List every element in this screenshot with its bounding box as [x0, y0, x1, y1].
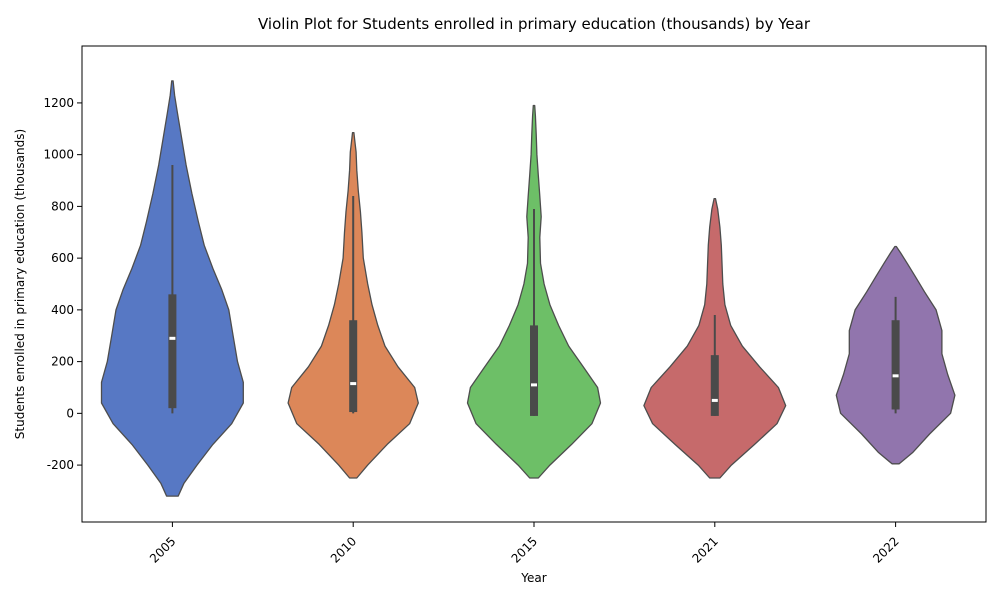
y-tick-label: 1000	[43, 148, 74, 162]
median-2015	[531, 383, 537, 387]
y-tick-label: 1200	[43, 96, 74, 110]
median-2005	[169, 336, 176, 340]
median-2022	[892, 374, 899, 378]
boxes-layer	[168, 165, 900, 416]
y-tick-label: 800	[51, 199, 74, 213]
x-tick-label: 2022	[870, 534, 901, 565]
box-2021	[710, 355, 719, 416]
y-tick-label: 0	[66, 406, 74, 420]
y-tick-label: 400	[51, 303, 74, 317]
plot-frame	[81, 45, 987, 523]
x-axis-label: Year	[520, 571, 546, 585]
box-2022	[891, 320, 900, 410]
y-axis-label: Students enrolled in primary education (…	[13, 129, 27, 439]
y-axis-ticks: -200 0 200 400 600 800 1000 1200	[43, 96, 82, 472]
x-tick-label: 2015	[509, 534, 540, 565]
x-axis-ticks: 2005 2010 2015 2021 2022	[147, 522, 902, 566]
median-2021	[711, 398, 718, 402]
box-2010	[349, 320, 358, 413]
median-2010	[350, 382, 357, 386]
y-tick-label: -200	[47, 458, 74, 472]
y-tick-label: 200	[51, 355, 74, 369]
box-2015	[530, 325, 538, 416]
chart-title: Violin Plot for Students enrolled in pri…	[258, 15, 811, 33]
x-tick-label: 2021	[689, 534, 720, 565]
x-tick-label: 2010	[328, 534, 359, 565]
x-tick-label: 2005	[147, 534, 178, 565]
violins-layer	[100, 80, 956, 497]
box-2005	[168, 294, 177, 409]
y-tick-label: 600	[51, 251, 74, 265]
